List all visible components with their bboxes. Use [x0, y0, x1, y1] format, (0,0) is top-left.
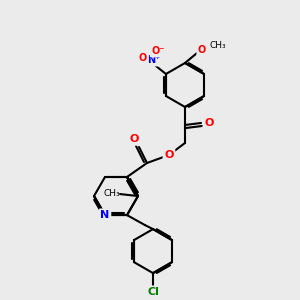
Text: O: O [204, 118, 214, 128]
Text: CH₃: CH₃ [210, 40, 226, 50]
Text: O: O [198, 45, 206, 55]
Text: N⁺: N⁺ [147, 55, 161, 65]
Text: CH₃: CH₃ [104, 189, 120, 198]
Text: O: O [139, 53, 147, 63]
Text: O: O [164, 150, 174, 160]
Text: O: O [129, 134, 139, 144]
Text: O⁻: O⁻ [151, 46, 165, 56]
Text: Cl: Cl [147, 287, 159, 297]
Text: N: N [100, 210, 109, 220]
